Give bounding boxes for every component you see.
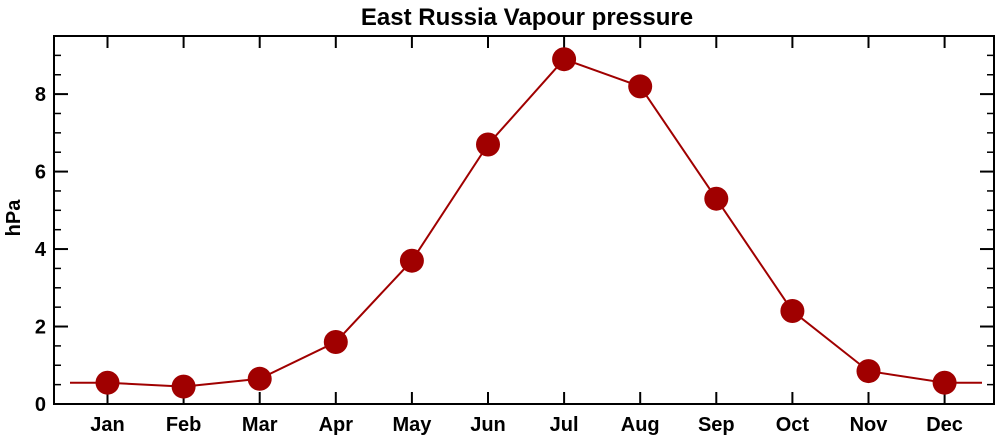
data-point-oct bbox=[780, 299, 805, 323]
x-tick-label: Jun bbox=[470, 414, 506, 436]
y-tick-label: 4 bbox=[35, 239, 47, 261]
y-tick-label: 6 bbox=[35, 162, 46, 184]
y-axis-label: hPa bbox=[3, 199, 25, 237]
x-tick-label: Nov bbox=[850, 414, 889, 436]
data-point-jul bbox=[552, 47, 577, 72]
data-point-dec bbox=[932, 370, 957, 395]
series-group bbox=[70, 47, 982, 399]
x-tick-label: Jul bbox=[550, 414, 579, 436]
series-line bbox=[70, 58, 982, 388]
data-point-apr bbox=[323, 330, 348, 354]
y-tick-label: 2 bbox=[35, 317, 46, 339]
x-tick-label: Jan bbox=[90, 414, 124, 436]
x-tick-label: Dec bbox=[926, 414, 963, 436]
data-point-may bbox=[399, 248, 424, 273]
plot-frame bbox=[53, 35, 995, 405]
data-point-mar bbox=[247, 366, 272, 391]
x-tick-label: Mar bbox=[242, 414, 278, 436]
x-tick-label: Sep bbox=[698, 414, 735, 436]
data-point-nov bbox=[856, 359, 881, 384]
y-tick-label: 0 bbox=[35, 394, 46, 416]
x-tick-label: May bbox=[392, 414, 432, 436]
x-tick-label: Oct bbox=[776, 414, 810, 436]
data-point-feb bbox=[171, 374, 196, 399]
data-point-aug bbox=[628, 74, 653, 99]
x-tick-label: Apr bbox=[319, 414, 354, 436]
data-point-jan bbox=[95, 370, 120, 395]
x-tick-label: Aug bbox=[621, 414, 660, 436]
y-tick-label: 8 bbox=[35, 84, 46, 106]
data-point-jun bbox=[476, 132, 500, 157]
chart-title: East Russia Vapour pressure bbox=[361, 4, 693, 31]
y-axis: 0 2 4 6 8 bbox=[35, 54, 994, 416]
x-tick-label: Feb bbox=[166, 414, 202, 436]
x-axis: Jan Feb Mar Apr May Jun Jul Aug Sep Oct Nov Dec bbox=[90, 36, 963, 436]
data-point-sep bbox=[704, 186, 729, 211]
